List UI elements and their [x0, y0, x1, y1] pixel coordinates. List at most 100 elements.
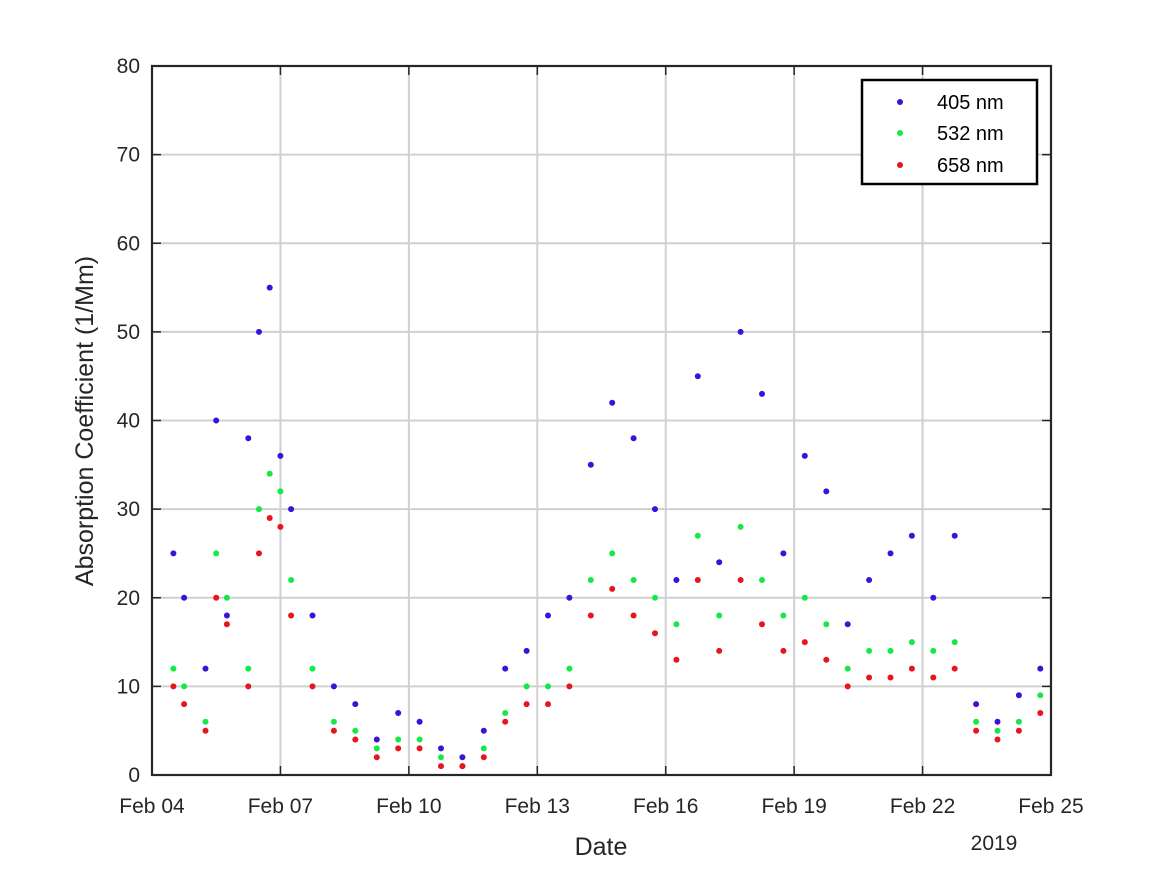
data-point — [737, 523, 744, 530]
data-point — [930, 647, 937, 654]
data-point — [181, 683, 188, 690]
data-point — [930, 594, 937, 601]
data-point — [502, 710, 509, 716]
data-point — [866, 577, 873, 583]
data-point — [823, 656, 830, 663]
data-point — [994, 736, 1001, 743]
y-axis-title: Absorption Coefficient (1/Mm) — [71, 256, 99, 586]
data-point — [438, 763, 444, 770]
series-0 — [170, 284, 1044, 761]
data-point — [630, 612, 637, 619]
data-point — [170, 550, 177, 557]
axis-ticks — [151, 65, 1052, 776]
data-point — [373, 736, 380, 743]
data-point — [866, 674, 873, 681]
data-point — [587, 577, 594, 583]
data-point — [908, 532, 915, 539]
y-tick-label: 40 — [117, 410, 140, 433]
data-point — [759, 577, 765, 583]
grid-lines — [152, 66, 1051, 775]
data-point — [801, 594, 808, 601]
data-point — [908, 665, 915, 672]
data-point — [609, 399, 616, 406]
data-point — [395, 736, 402, 743]
data-point — [352, 736, 359, 743]
data-point — [395, 710, 402, 716]
tick-labels: Feb 04 Feb 07 Feb 10 Feb 13 Feb 16 Feb 19 Feb … — [117, 55, 1084, 818]
data-point — [309, 683, 316, 690]
data-point — [416, 736, 423, 743]
data-point — [245, 435, 252, 442]
data-point — [256, 550, 262, 557]
data-point — [213, 594, 220, 601]
data-point — [930, 674, 937, 681]
data-point — [545, 701, 551, 708]
x-tick-label: Feb 16 — [633, 795, 698, 818]
data-point — [994, 727, 1001, 734]
data-point — [288, 577, 295, 583]
data-point — [566, 594, 573, 601]
data-point — [223, 594, 230, 601]
data-point — [266, 284, 273, 291]
series-2 — [170, 515, 1044, 770]
data-point — [780, 550, 787, 557]
legend-marker-405 — [897, 99, 903, 105]
legend-label-405: 405 nm — [937, 92, 1004, 114]
x-tick-label: Feb 19 — [761, 795, 826, 818]
data-point — [694, 577, 701, 583]
data-point — [309, 612, 316, 619]
y-tick-label: 50 — [117, 321, 140, 344]
data-point — [373, 754, 380, 761]
data-point — [330, 727, 337, 734]
data-point — [759, 621, 765, 628]
data-point — [566, 683, 573, 690]
data-point — [373, 745, 380, 752]
legend-marker-532 — [897, 130, 903, 136]
y-tick-label: 10 — [117, 675, 140, 698]
data-point — [202, 665, 209, 672]
legend-label-658: 658 nm — [937, 155, 1004, 177]
data-point — [266, 515, 273, 521]
x-tick-label: Feb 04 — [119, 795, 185, 818]
legend: 405 nm 532 nm 658 nm — [860, 78, 1039, 186]
data-point — [973, 727, 980, 734]
data-point — [951, 665, 958, 672]
data-point — [438, 754, 444, 761]
data-point — [823, 621, 830, 628]
data-point — [480, 745, 487, 752]
data-point — [170, 683, 177, 690]
x-tick-label: Feb 13 — [505, 795, 570, 818]
data-point — [609, 550, 616, 557]
legend-label-532: 532 nm — [937, 123, 1004, 145]
y-tick-label: 70 — [117, 144, 140, 167]
data-point — [887, 674, 894, 681]
y-tick-label: 30 — [117, 498, 140, 521]
data-point — [223, 612, 230, 619]
data-point — [352, 701, 359, 708]
data-point — [780, 612, 787, 619]
x-axis-title: Date — [575, 833, 628, 861]
data-point — [801, 452, 808, 459]
data-point — [459, 763, 466, 770]
x-tick-label: Feb 25 — [1018, 795, 1083, 818]
data-point — [181, 701, 188, 708]
data-point — [245, 683, 252, 690]
data-point — [223, 621, 230, 628]
data-point — [587, 612, 594, 619]
data-point — [973, 718, 980, 725]
data-point — [395, 745, 402, 752]
data-point — [1015, 727, 1022, 734]
data-point — [994, 718, 1001, 725]
data-point — [256, 328, 262, 335]
data-point — [502, 665, 509, 672]
data-point — [609, 585, 616, 592]
data-point — [309, 665, 316, 672]
data-point — [416, 745, 423, 752]
data-point — [480, 754, 487, 761]
data-point — [801, 639, 808, 646]
data-point — [973, 701, 980, 708]
data-point — [908, 639, 915, 646]
data-point — [545, 683, 551, 690]
data-point — [523, 647, 530, 654]
